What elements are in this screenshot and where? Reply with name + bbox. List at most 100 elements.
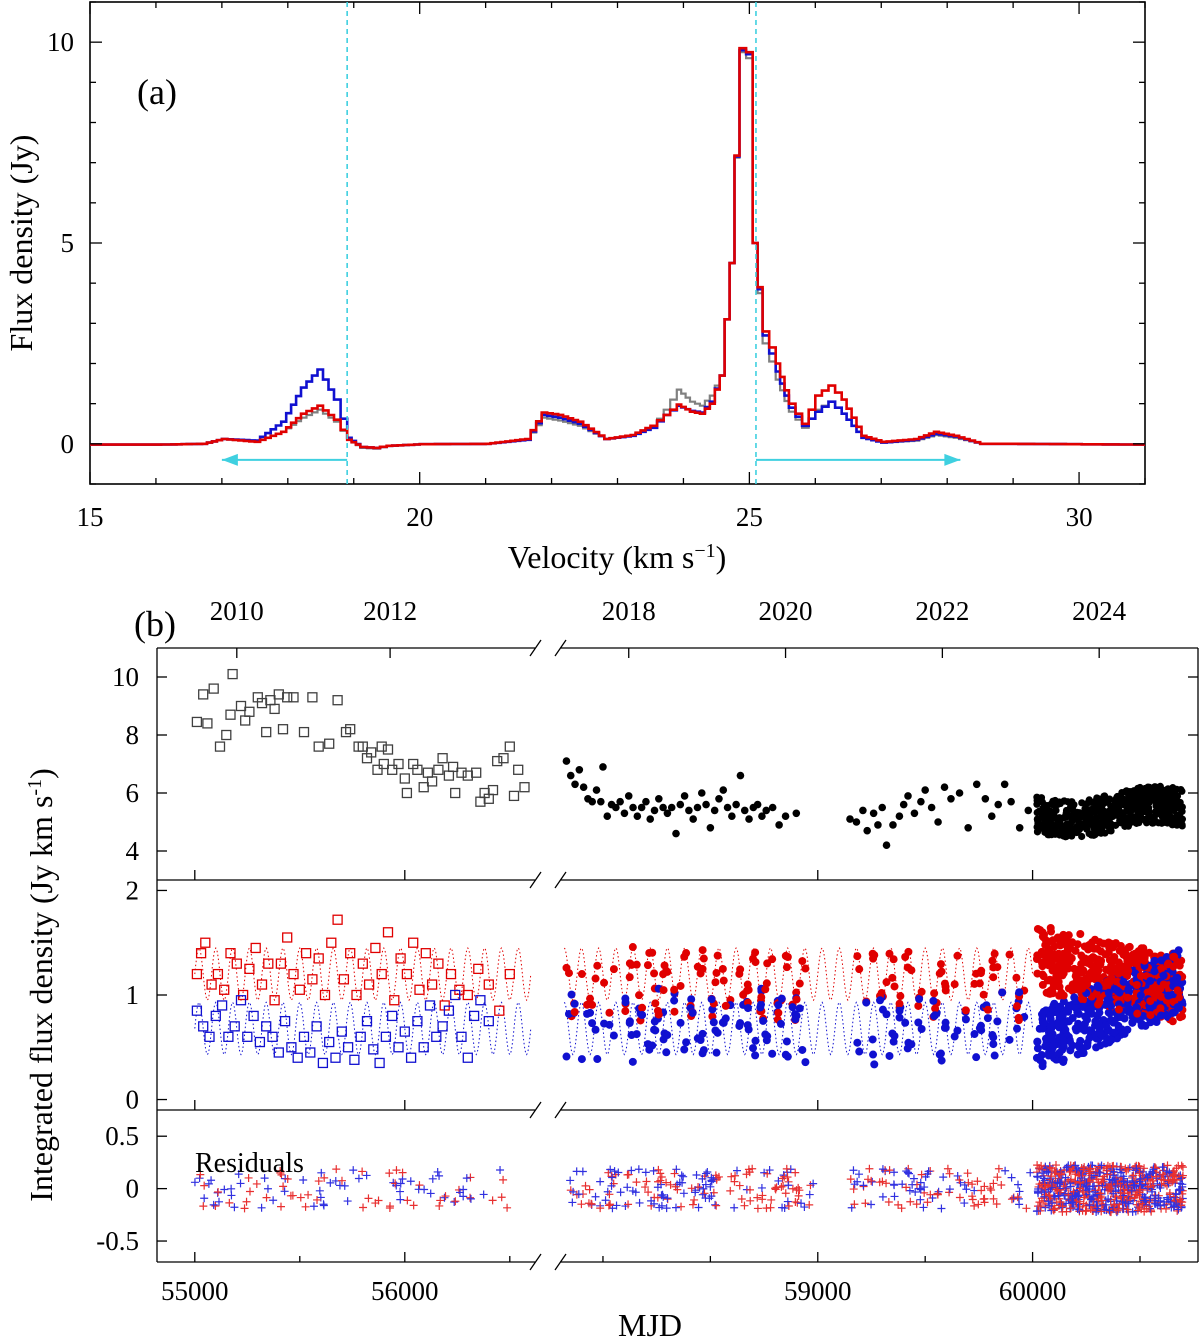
residual-point bbox=[989, 1179, 998, 1188]
blue-component-square bbox=[261, 1021, 272, 1032]
panel-b-y-axis-label: Integrated flux density (Jy km s-1) bbox=[23, 768, 59, 1201]
panel-b-time-series: (b) 2010 2012 2018 2020 2022 2024 55000 56000 5… bbox=[23, 596, 1199, 1343]
residual-point bbox=[1171, 1189, 1180, 1198]
blue-component-point bbox=[1102, 1021, 1111, 1030]
total-flux-point bbox=[597, 797, 605, 806]
residual-point bbox=[1007, 1195, 1016, 1204]
blue-component-point bbox=[688, 1008, 697, 1017]
residual-point bbox=[897, 1204, 906, 1213]
residual-point bbox=[1153, 1201, 1162, 1210]
blue-component-square bbox=[456, 1031, 467, 1042]
residual-point bbox=[746, 1196, 755, 1205]
residual-point bbox=[1163, 1161, 1172, 1170]
red-component-square bbox=[300, 948, 312, 959]
total-flux-square bbox=[508, 790, 520, 802]
blue-component-point bbox=[953, 1026, 962, 1035]
residual-point bbox=[1176, 1186, 1185, 1195]
red-component-point bbox=[736, 965, 745, 974]
red-component-point bbox=[781, 951, 790, 960]
panel-b-year-axis: 2010 2012 2018 2020 2022 2024 bbox=[210, 596, 1127, 658]
red-component-point bbox=[917, 987, 926, 996]
total-flux-point bbox=[1127, 803, 1135, 811]
total-flux-point bbox=[1126, 796, 1135, 804]
mjd-tick-label: 59000 bbox=[784, 1276, 852, 1306]
blue-component-square bbox=[235, 995, 247, 1006]
residual-point bbox=[1071, 1161, 1080, 1170]
blue-component-point bbox=[1041, 1042, 1050, 1051]
x-tick-label: 25 bbox=[736, 502, 763, 532]
residual-point bbox=[855, 1170, 864, 1179]
residual-point bbox=[1116, 1188, 1125, 1197]
panel-b-x-axis-label: MJD bbox=[618, 1307, 682, 1343]
total-flux-square bbox=[313, 741, 324, 752]
total-flux-point bbox=[1060, 813, 1068, 822]
red-component-square bbox=[389, 995, 400, 1006]
blue-component-point bbox=[1097, 1030, 1106, 1039]
blue-component-square bbox=[216, 1000, 228, 1011]
residual-point bbox=[572, 1167, 581, 1176]
residual-point bbox=[911, 1188, 920, 1197]
x-tick-label: 15 bbox=[77, 502, 104, 532]
blue-component-point bbox=[721, 1014, 730, 1023]
velocity-arrowhead-1 bbox=[944, 453, 961, 466]
red-component-point bbox=[853, 952, 862, 961]
total-flux-point bbox=[1034, 826, 1042, 835]
total-flux-square bbox=[244, 706, 255, 717]
residual-point bbox=[1042, 1167, 1051, 1176]
axis-break-mark bbox=[554, 871, 567, 889]
velocity-arrowhead-0 bbox=[221, 453, 238, 466]
residual-point bbox=[805, 1200, 814, 1209]
red-component-square bbox=[250, 942, 261, 954]
residual-point bbox=[624, 1170, 633, 1179]
total-flux-point bbox=[1033, 800, 1041, 808]
residual-point bbox=[849, 1185, 858, 1194]
total-flux-point bbox=[874, 821, 882, 829]
residual-point bbox=[679, 1189, 688, 1198]
residual-point bbox=[415, 1181, 424, 1190]
residual-point bbox=[577, 1200, 586, 1209]
residual-point bbox=[679, 1172, 688, 1181]
residual-point bbox=[396, 1195, 405, 1204]
residual-point bbox=[608, 1173, 617, 1182]
red-component-point bbox=[795, 979, 804, 988]
residual-point bbox=[596, 1204, 605, 1213]
total-flux-point bbox=[663, 809, 672, 818]
total-flux-point bbox=[676, 800, 685, 809]
residual-point bbox=[435, 1171, 444, 1180]
residual-point bbox=[314, 1177, 323, 1186]
red-component-point bbox=[1173, 986, 1182, 995]
blue-component-point bbox=[1124, 1003, 1133, 1012]
residual-point bbox=[794, 1191, 803, 1200]
year-tick-label: 2012 bbox=[363, 596, 417, 626]
residual-point bbox=[1104, 1182, 1113, 1191]
blue-component-square bbox=[254, 1036, 266, 1048]
total-flux-square bbox=[447, 761, 459, 773]
residual-point bbox=[917, 1170, 926, 1179]
red-component-point bbox=[751, 958, 760, 967]
red-component-point bbox=[711, 978, 720, 987]
residual-point bbox=[1060, 1189, 1069, 1198]
total-flux-square bbox=[269, 703, 280, 715]
residual-point bbox=[658, 1190, 667, 1199]
total-flux-point bbox=[612, 803, 620, 812]
total-flux-point bbox=[882, 841, 891, 849]
residual-point bbox=[1165, 1190, 1174, 1199]
blue-component-point bbox=[567, 990, 576, 999]
y-tick-label: 2 bbox=[126, 875, 140, 905]
residual-point bbox=[462, 1174, 471, 1183]
blue-component-square bbox=[342, 1042, 354, 1053]
residual-point bbox=[1164, 1175, 1173, 1184]
residual-point bbox=[627, 1166, 636, 1175]
blue-component-point bbox=[712, 1048, 721, 1057]
red-component-point bbox=[1059, 969, 1068, 978]
red-component-point bbox=[895, 999, 904, 1008]
year-tick-label: 2024 bbox=[1072, 596, 1127, 626]
residual-point bbox=[601, 1196, 610, 1205]
red-component-point bbox=[625, 959, 634, 968]
total-flux-point bbox=[637, 803, 646, 812]
residual-point bbox=[426, 1189, 435, 1198]
red-component-square bbox=[225, 948, 236, 959]
residual-point bbox=[690, 1195, 699, 1204]
blue-component-square bbox=[324, 1036, 335, 1048]
residual-point bbox=[1048, 1199, 1057, 1208]
